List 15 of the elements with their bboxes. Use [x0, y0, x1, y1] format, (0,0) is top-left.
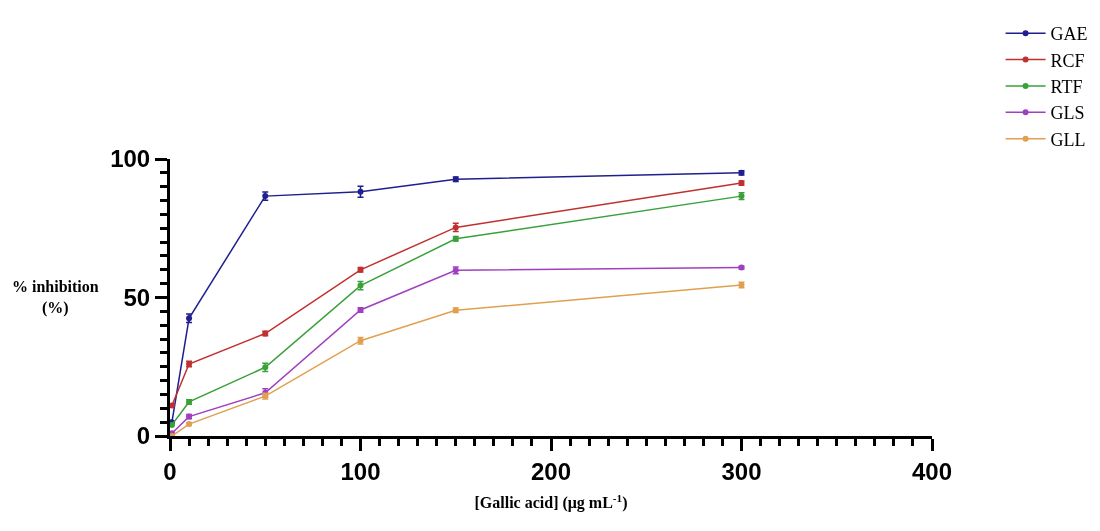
y-axis-title: % inhibition (%) — [12, 278, 99, 317]
legend-label: GAE — [1050, 24, 1088, 45]
y-tick-label: 50 — [123, 283, 151, 311]
x-tick-label: 200 — [530, 457, 572, 485]
y-tick-label: 0 — [136, 422, 151, 450]
legend-label: GLS — [1050, 103, 1085, 124]
x-tick-label: 0 — [163, 457, 177, 485]
x-axis-title: [Gallic acid] (μg mL$^{-1}$) — [474, 491, 628, 513]
x-tick-label: 400 — [911, 457, 953, 485]
x-tick-label: 300 — [721, 457, 762, 485]
x-tick-label: 100 — [340, 457, 381, 485]
y-tick-label: 100 — [110, 145, 151, 173]
legend-label: RCF — [1050, 50, 1085, 71]
legend-label: GLL — [1050, 129, 1086, 150]
legend-label: RTF — [1050, 76, 1083, 97]
